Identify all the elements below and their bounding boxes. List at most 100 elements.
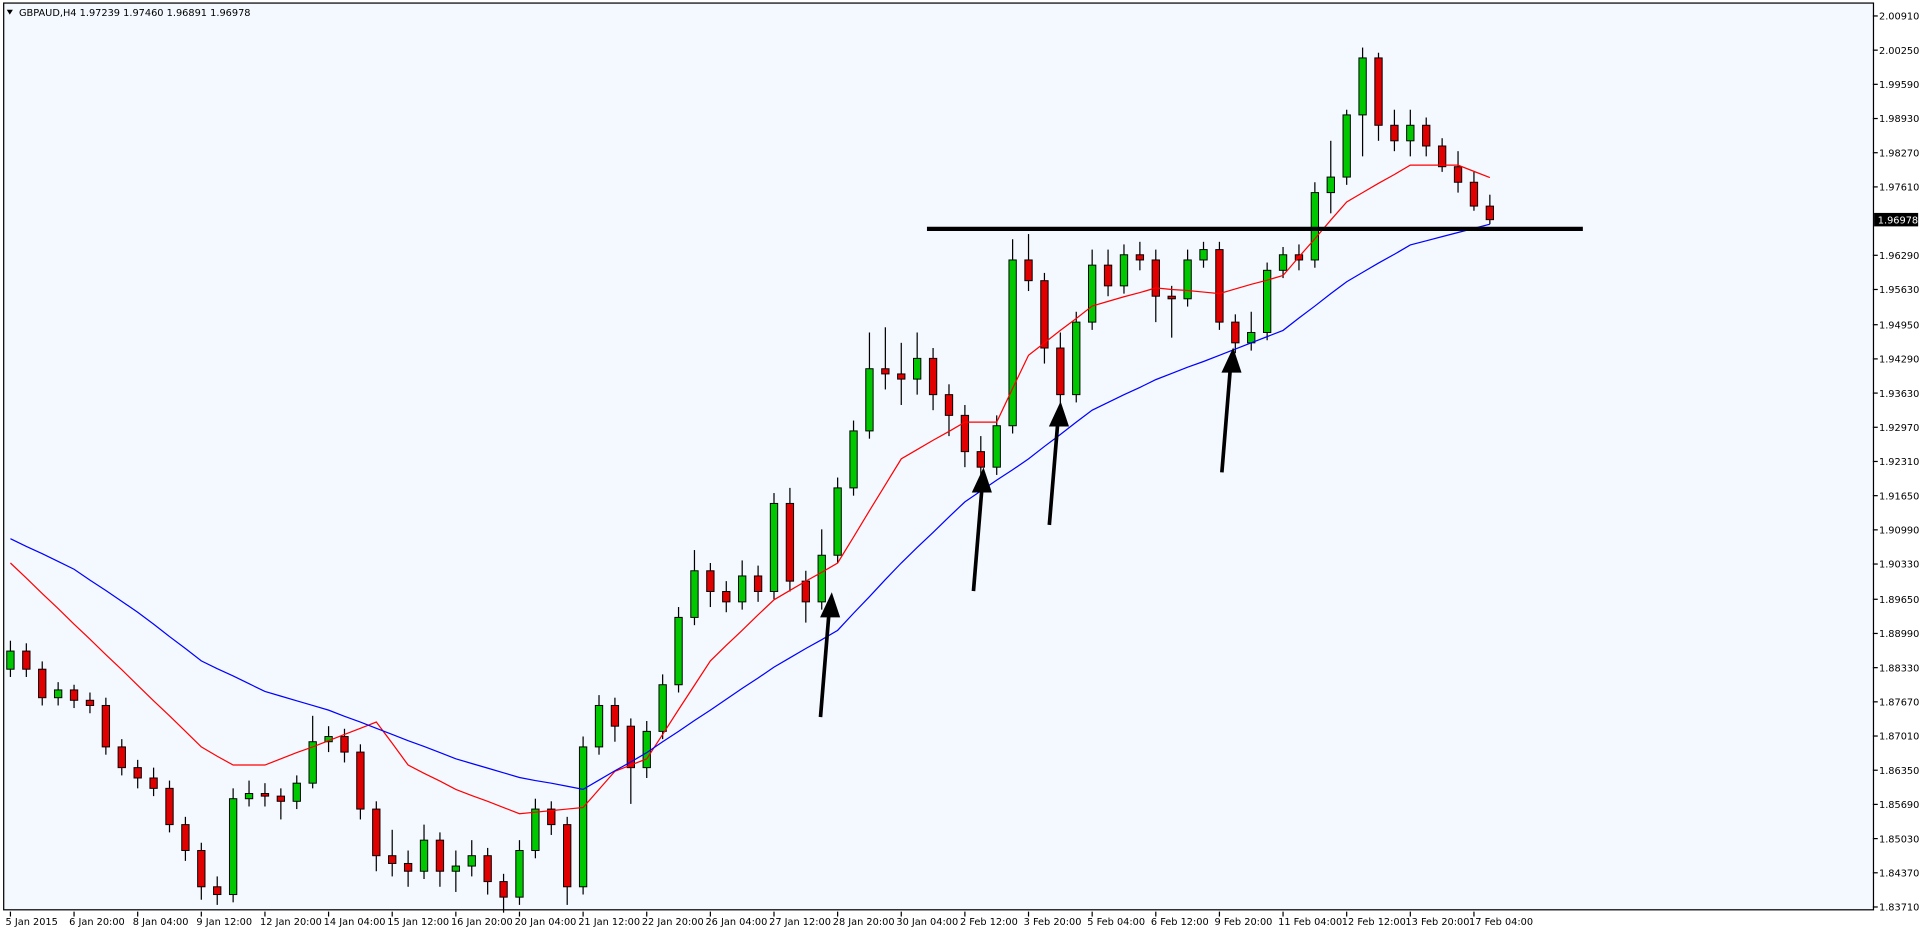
candle-body	[1087, 264, 1097, 323]
candle-body	[722, 591, 731, 603]
candle-body	[817, 554, 826, 603]
candle-body	[801, 580, 810, 603]
candle-body	[578, 746, 588, 888]
candle-body	[499, 881, 508, 898]
quote: 1.97239	[80, 8, 120, 19]
y-tick-label: 1.90330	[1879, 560, 1919, 571]
y-tick-label: 1.96290	[1879, 251, 1919, 262]
price-marker	[1874, 212, 1919, 227]
candle-body	[292, 782, 301, 802]
menu-triangle	[6, 9, 13, 15]
candle-body	[1342, 114, 1351, 178]
y-tick-label: 1.92310	[1879, 457, 1919, 468]
x-tick-label: 8 Jan 04:00	[133, 917, 189, 928]
candle-body	[133, 767, 142, 779]
candle-body	[547, 808, 556, 826]
candle-body	[101, 704, 111, 748]
candle-body	[897, 373, 906, 380]
candle-body	[1151, 259, 1160, 297]
x-tick-label: 2 Feb 12:00	[960, 917, 1018, 928]
candle-body	[6, 650, 15, 670]
x-tick-label: 5 Jan 2015	[6, 917, 58, 928]
moving-average	[10, 164, 1491, 815]
candle-body	[467, 855, 476, 867]
candle-body	[563, 824, 572, 888]
candle-body	[1453, 166, 1463, 183]
x-tick-label: 21 Jan 12:00	[578, 917, 640, 928]
candle-body	[149, 777, 158, 789]
candle-body	[356, 751, 365, 810]
candle-body	[944, 394, 954, 416]
quote: 1.97460	[123, 8, 163, 19]
y-tick-label: 1.98930	[1879, 114, 1919, 125]
candle-body	[244, 793, 254, 800]
candle-body	[69, 689, 79, 701]
x-tick-label: 6 Jan 20:00	[69, 917, 125, 928]
arrow-head	[1048, 401, 1070, 427]
y-tick-label: 1.83710	[1879, 903, 1919, 914]
x-tick-label: 3 Feb 20:00	[1024, 917, 1082, 928]
arrow-head	[1221, 347, 1242, 373]
x-tick-label: 17 Feb 04:00	[1469, 917, 1533, 928]
candle-body	[1103, 264, 1113, 287]
candle-body	[610, 704, 620, 727]
y-tick-label: 1.85030	[1879, 834, 1919, 845]
y-tick-label: 1.86350	[1879, 766, 1919, 777]
y-tick-label: 1.98270	[1879, 148, 1919, 159]
quote: 1.96891	[167, 8, 207, 19]
candle-body	[753, 575, 763, 592]
y-tick-label: 1.92970	[1879, 423, 1919, 434]
candle-body	[928, 357, 938, 396]
candle-body	[785, 502, 795, 582]
candle-body	[1199, 249, 1208, 261]
x-tick-label: 12 Jan 20:00	[260, 917, 322, 928]
candle-body	[1024, 259, 1033, 282]
arrow	[1220, 366, 1233, 473]
candle-body	[1072, 321, 1081, 396]
x-tick-label: 15 Jan 12:00	[387, 917, 449, 928]
x-tick-label: 9 Feb 20:00	[1215, 917, 1273, 928]
candle-body	[213, 886, 222, 896]
candle-body	[658, 684, 667, 732]
symbol: GBPAUD,H4	[19, 8, 77, 19]
x-tick-label: 6 Feb 12:00	[1151, 917, 1209, 928]
candle-body	[976, 451, 985, 468]
y-tick-label: 1.87670	[1879, 698, 1919, 709]
candle-body	[228, 798, 238, 896]
arrows	[818, 347, 1242, 718]
y-tick-label: 1.87010	[1879, 732, 1919, 743]
candle-body	[960, 414, 970, 453]
candle-body	[308, 741, 317, 784]
candle-body	[706, 570, 715, 592]
candle-body	[674, 616, 683, 686]
candle-body	[1406, 124, 1415, 142]
x-tick-label: 12 Feb 12:00	[1342, 917, 1406, 928]
marks	[6, 47, 1495, 913]
plot-area	[3, 2, 1875, 911]
x-tick-label: 9 Jan 12:00	[196, 917, 252, 928]
candle-body	[451, 865, 461, 872]
candle-body	[403, 862, 413, 872]
x-tick-label: 26 Jan 04:00	[705, 917, 767, 928]
candle-body	[117, 746, 126, 769]
candle-body	[881, 368, 890, 375]
arrow-head	[971, 467, 992, 493]
candle-body	[833, 487, 842, 556]
y-tick-label: 1.94290	[1879, 355, 1919, 366]
candle-body	[626, 725, 635, 769]
candle-body	[53, 689, 63, 699]
candle-body	[1215, 249, 1224, 323]
x-tick-label: 11 Feb 04:00	[1278, 917, 1342, 928]
y-tick-label: 1.94950	[1879, 320, 1919, 331]
candle-body	[1437, 145, 1447, 168]
candle-body	[260, 793, 270, 797]
y-tick-label: 1.90990	[1879, 526, 1919, 537]
candle-body	[1390, 124, 1399, 142]
candle-body	[181, 824, 190, 852]
price-marker-label: 1.96978	[1878, 215, 1918, 226]
y-tick-label: 1.97610	[1879, 183, 1919, 194]
candle-body	[913, 357, 922, 380]
candle-body	[642, 730, 651, 769]
candle-body	[1040, 280, 1049, 349]
